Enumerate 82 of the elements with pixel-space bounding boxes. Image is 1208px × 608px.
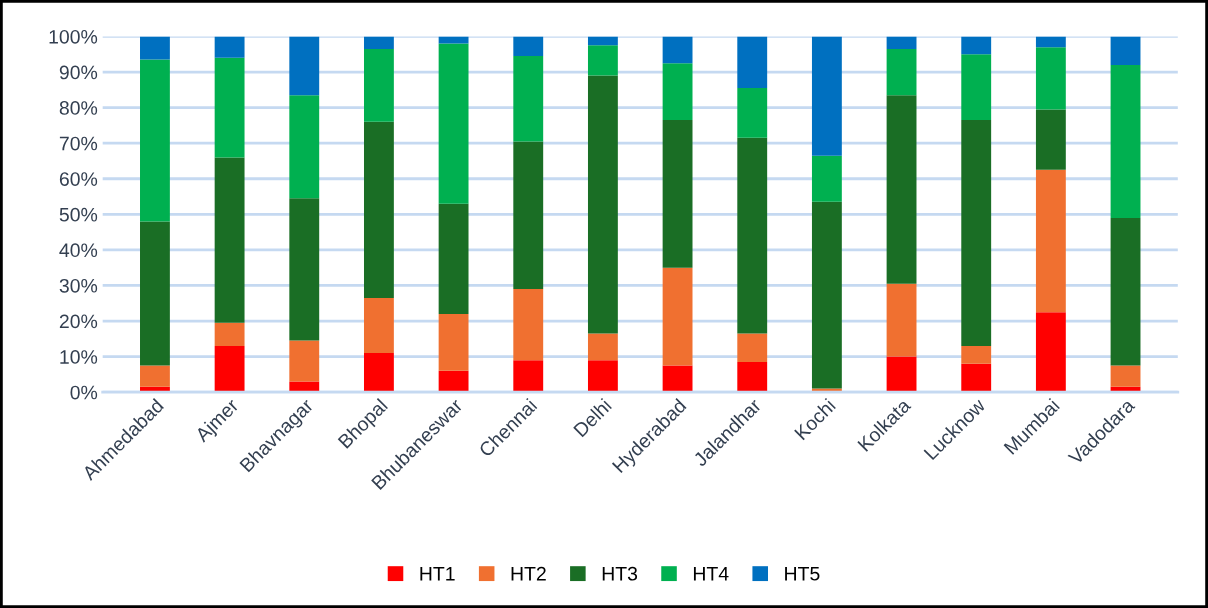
bar xyxy=(363,121,394,298)
bar xyxy=(587,75,618,334)
bar xyxy=(438,43,469,204)
bar xyxy=(886,95,917,284)
bar xyxy=(140,365,170,387)
bar xyxy=(289,340,320,382)
bar xyxy=(1110,217,1141,366)
y-tick-label: 90% xyxy=(59,65,98,80)
bar xyxy=(961,120,992,346)
bar xyxy=(961,363,992,393)
bar xyxy=(737,361,768,393)
bar xyxy=(140,36,170,60)
bar xyxy=(438,36,469,44)
bar xyxy=(1035,109,1066,170)
legend-label: HT2 xyxy=(511,566,546,581)
y-tick-label: 10% xyxy=(60,350,98,364)
bar xyxy=(438,313,469,371)
y-tick-label: 20% xyxy=(59,314,98,329)
legend-label: HT5 xyxy=(785,567,820,581)
y-tick-label: 60% xyxy=(59,172,98,186)
bar xyxy=(886,48,917,96)
bar xyxy=(662,267,693,366)
bar xyxy=(587,360,618,393)
bar xyxy=(1035,169,1066,313)
bar xyxy=(737,137,768,334)
bar xyxy=(811,36,842,156)
y-tick-label: 30% xyxy=(59,278,98,293)
bar xyxy=(886,356,917,393)
legend-label: HT3 xyxy=(602,566,638,581)
bar xyxy=(438,370,469,393)
bar xyxy=(363,48,394,122)
bar xyxy=(662,365,693,393)
bar xyxy=(961,54,992,121)
legend-label: HT4 xyxy=(693,567,729,581)
y-tick-label: 0% xyxy=(70,385,98,400)
bar xyxy=(662,36,693,64)
y-tick-label: 80% xyxy=(59,101,98,115)
bar xyxy=(214,345,245,393)
y-tick-label: 100% xyxy=(49,29,98,44)
bar xyxy=(289,95,320,199)
bar xyxy=(289,198,320,341)
y-tick-label: 50% xyxy=(59,207,98,222)
bar xyxy=(214,157,245,323)
bar xyxy=(513,36,544,57)
bar xyxy=(1110,365,1141,387)
bar xyxy=(214,322,245,346)
bar xyxy=(1110,36,1141,65)
bar xyxy=(513,56,544,142)
bar xyxy=(363,353,394,393)
bar xyxy=(737,36,768,89)
bar xyxy=(886,36,917,49)
bar xyxy=(662,120,693,268)
bar xyxy=(1035,312,1066,393)
bar xyxy=(1035,47,1066,110)
bar xyxy=(1035,36,1066,48)
bar xyxy=(140,221,170,366)
bar xyxy=(662,63,693,121)
bar xyxy=(811,155,842,202)
bar xyxy=(513,360,544,393)
bar xyxy=(587,36,618,46)
bar xyxy=(886,283,917,357)
bar xyxy=(587,333,618,361)
bar xyxy=(587,45,618,76)
bar xyxy=(737,333,768,362)
bar xyxy=(363,36,394,49)
bar xyxy=(961,36,992,55)
bar xyxy=(513,141,544,290)
bar xyxy=(363,297,394,354)
bar xyxy=(811,201,842,389)
bar xyxy=(513,289,544,361)
y-tick-label: 70% xyxy=(59,136,98,151)
bar xyxy=(214,36,245,58)
bar xyxy=(438,203,469,314)
bar xyxy=(1110,64,1141,218)
bar xyxy=(289,381,320,393)
legend-label: HT1 xyxy=(420,567,455,581)
bar xyxy=(289,36,320,96)
bar xyxy=(214,57,245,158)
bar xyxy=(140,59,170,222)
bar xyxy=(961,345,992,364)
y-tick-label: 40% xyxy=(59,243,98,258)
bar xyxy=(737,88,768,138)
